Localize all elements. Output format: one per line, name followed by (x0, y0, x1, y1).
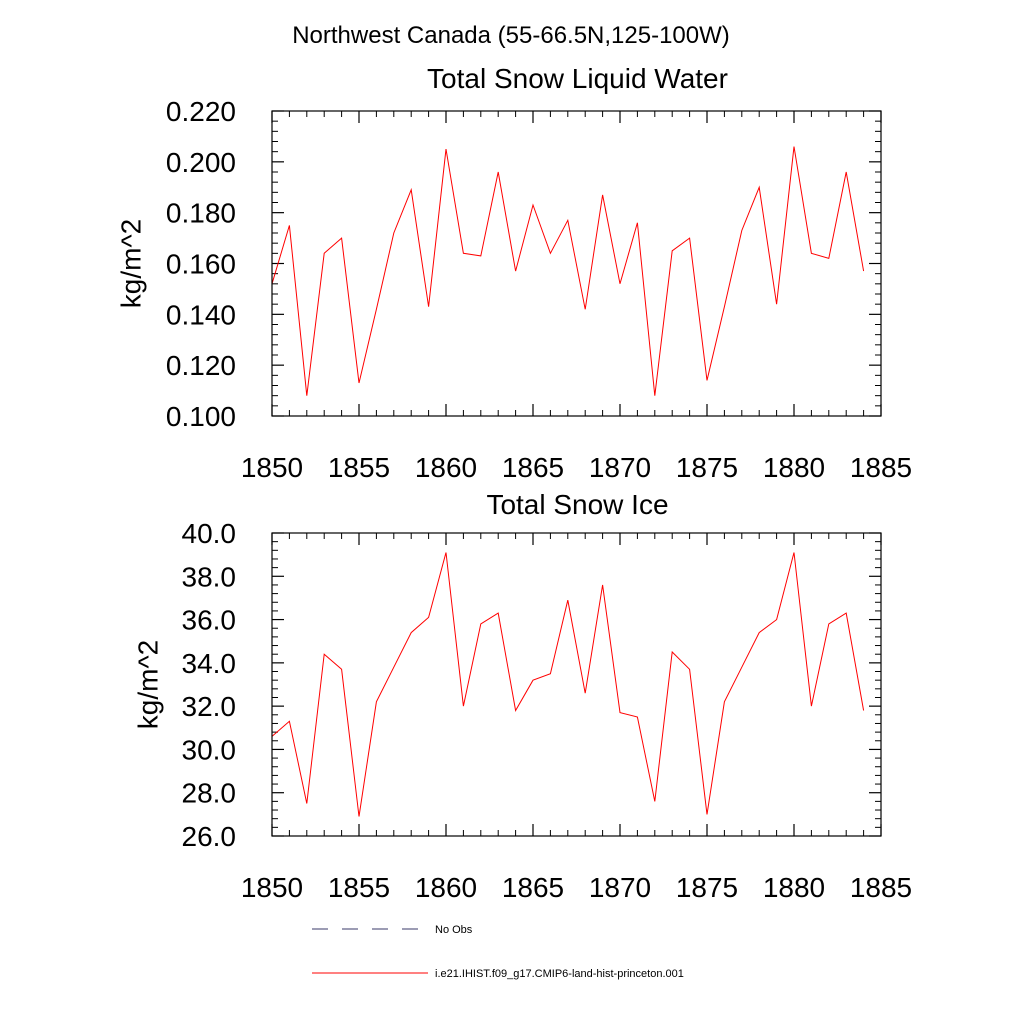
y-tick-label: 0.220 (166, 96, 236, 127)
series-line (271, 146, 865, 396)
y-tick-label: 30.0 (182, 734, 237, 765)
x-tick-label: 1855 (328, 452, 390, 483)
panel-title: Total Snow Liquid Water (427, 63, 728, 94)
y-tick-label: 26.0 (182, 821, 237, 852)
x-tick-label: 1865 (502, 872, 564, 903)
x-tick-label: 1870 (589, 872, 651, 903)
legend: No Obs i.e21.IHIST.f09_g17.CMIP6-land-hi… (312, 924, 684, 980)
x-tick-label: 1880 (763, 872, 825, 903)
y-axis-label: kg/m^2 (115, 219, 146, 308)
axis-ticks (271, 110, 882, 417)
x-tick-label: 1885 (850, 872, 912, 903)
y-tick-label: 32.0 (182, 691, 237, 722)
x-tick-label: 1885 (850, 452, 912, 483)
x-tick-label: 1875 (676, 872, 738, 903)
y-tick-label: 0.200 (166, 147, 236, 178)
y-tick-label: 0.160 (166, 249, 236, 280)
x-tick-label: 1850 (241, 452, 303, 483)
series-line (271, 552, 865, 817)
y-tick-label: 38.0 (182, 561, 237, 592)
x-tick-label: 1865 (502, 452, 564, 483)
data-series (271, 146, 865, 396)
y-tick-label: 40.0 (182, 518, 237, 549)
tick-labels: 1850 1855 1860 1865 1870 1875 1880 1885 26.0 28.0… (182, 518, 913, 903)
y-tick-label: 34.0 (182, 648, 237, 679)
y-tick-label: 0.120 (166, 350, 236, 381)
legend-label-model-run: i.e21.IHIST.f09_g17.CMIP6-land-hist-prin… (435, 968, 684, 980)
y-axis-label: kg/m^2 (132, 640, 163, 729)
y-tick-label: 0.140 (166, 299, 236, 330)
x-tick-label: 1860 (415, 452, 477, 483)
plot-frame (271, 532, 882, 837)
y-tick-label: 0.180 (166, 198, 236, 229)
data-series (271, 552, 865, 817)
x-tick-label: 1870 (589, 452, 651, 483)
y-tick-label: 28.0 (182, 778, 237, 809)
panel-snow-ice: Total Snow Ice kg/m^2 1850 1855 1860 1865 18… (132, 489, 912, 903)
panel-title: Total Snow Ice (486, 489, 668, 520)
panel-snow-liquid-water: Total Snow Liquid Water kg/m^2 1850 1855 1… (115, 63, 912, 483)
x-tick-label: 1860 (415, 872, 477, 903)
tick-labels: 1850 1855 1860 1865 1870 1875 1880 1885 0.100 0.1… (166, 96, 912, 483)
y-tick-label: 36.0 (182, 605, 237, 636)
x-tick-label: 1855 (328, 872, 390, 903)
plot-frame (271, 110, 882, 417)
x-tick-label: 1850 (241, 872, 303, 903)
x-tick-label: 1875 (676, 452, 738, 483)
x-tick-label: 1880 (763, 452, 825, 483)
legend-label-no-obs: No Obs (435, 924, 473, 936)
y-tick-label: 0.100 (166, 401, 236, 432)
axis-ticks (271, 532, 882, 837)
figure-title: Northwest Canada (55-66.5N,125-100W) (292, 22, 730, 49)
